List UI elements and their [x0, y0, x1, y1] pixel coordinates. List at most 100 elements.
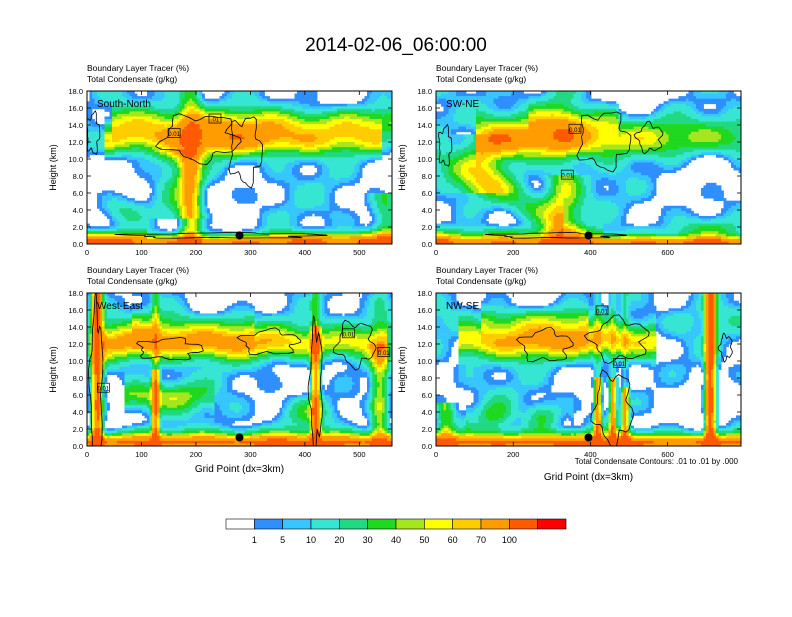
y-tick-label: 8.0	[73, 172, 83, 181]
x-tick-label: 200	[507, 248, 520, 257]
location-marker	[585, 232, 593, 240]
y-tick-label: 10.0	[417, 357, 432, 366]
y-tick-label: 14.0	[68, 323, 83, 332]
y-axis-label: Height (km)	[48, 144, 58, 191]
y-tick-label: 12.0	[417, 138, 432, 147]
y-axis-label: Height (km)	[397, 144, 407, 191]
y-axis-label: Height (km)	[48, 346, 58, 393]
x-axis-label: Grid Point (dx=3km)	[544, 472, 633, 483]
y-tick-label: 18.0	[68, 289, 83, 298]
figure-title: 2014-02-06_06:00:00	[305, 35, 487, 56]
panel-subtitle-tracer: Boundary Layer Tracer (%)	[87, 265, 189, 275]
x-tick-label: 400	[584, 248, 597, 257]
panel-name: SW-NE	[446, 99, 479, 110]
panel-subtitle-condensate: Total Condensate (g/kg)	[87, 276, 177, 286]
x-tick-label: 400	[299, 450, 312, 459]
y-tick-label: 12.0	[68, 138, 83, 147]
colorbar-label: 5	[280, 535, 285, 545]
colorbar-swatch	[424, 519, 452, 529]
contour-label-text: .01	[211, 118, 220, 124]
colorbar-swatch	[226, 519, 254, 529]
panel-name: South-North	[97, 99, 151, 110]
y-tick-label: 10.0	[417, 155, 432, 164]
y-tick-label: 12.0	[68, 340, 83, 349]
y-tick-label: 2.0	[73, 425, 83, 434]
x-tick-label: 300	[244, 248, 257, 257]
y-tick-label: 8.0	[422, 172, 432, 181]
x-tick-label: 0	[434, 450, 438, 459]
panel-subtitle-condensate: Total Condensate (g/kg)	[436, 276, 526, 286]
panel-subtitle-tracer: Boundary Layer Tracer (%)	[436, 265, 538, 275]
y-axis-label: Height (km)	[397, 346, 407, 393]
y-tick-label: 12.0	[417, 340, 432, 349]
y-tick-label: 4.0	[422, 408, 432, 417]
colorbar-swatch	[453, 519, 481, 529]
colorbar-label: 70	[476, 535, 486, 545]
y-tick-label: 2.0	[73, 223, 83, 232]
colorbar-swatch	[368, 519, 396, 529]
heatmap-field	[87, 91, 392, 244]
colorbar-label: 40	[391, 535, 401, 545]
x-tick-label: 0	[85, 450, 89, 459]
x-tick-label: 0	[85, 248, 89, 257]
panel-subtitle-tracer: Boundary Layer Tracer (%)	[436, 63, 538, 73]
x-tick-label: 200	[190, 450, 203, 459]
contour-label-text: 0.01	[378, 351, 390, 357]
colorbar-swatch	[254, 519, 282, 529]
panel-subtitle-condensate: Total Condensate (g/kg)	[87, 74, 177, 84]
y-tick-label: 18.0	[417, 87, 432, 96]
contour-label-text: 0.01	[596, 309, 608, 315]
x-tick-label: 0	[434, 248, 438, 257]
y-tick-label: 16.0	[417, 104, 432, 113]
y-tick-label: 16.0	[417, 306, 432, 315]
y-tick-label: 2.0	[422, 223, 432, 232]
y-tick-label: 10.0	[68, 357, 83, 366]
colorbar-label: 60	[448, 535, 458, 545]
heatmap-field	[436, 91, 741, 244]
colorbar-swatch	[339, 519, 367, 529]
colorbar-swatch	[396, 519, 424, 529]
footnote: Total Condensate Contours: .01 to .01 by…	[575, 457, 739, 466]
x-tick-label: 400	[299, 248, 312, 257]
x-tick-label: 200	[190, 248, 203, 257]
y-tick-label: 6.0	[73, 391, 83, 400]
contour-label-text: 0.01	[614, 362, 626, 368]
colorbar-swatch	[538, 519, 566, 529]
heatmap-field	[87, 293, 392, 446]
y-tick-label: 14.0	[417, 121, 432, 130]
panel-name: West-East	[97, 301, 143, 312]
colorbar-label: 30	[363, 535, 373, 545]
location-marker	[236, 232, 244, 240]
y-tick-label: 14.0	[68, 121, 83, 130]
contour-label-text: 0.01	[561, 174, 573, 180]
x-tick-label: 100	[135, 248, 148, 257]
y-tick-label: 14.0	[417, 323, 432, 332]
x-tick-label: 300	[244, 450, 257, 459]
panel-name: NW-SE	[446, 301, 479, 312]
y-tick-label: 2.0	[422, 425, 432, 434]
colorbar-label: 1	[252, 535, 257, 545]
y-tick-label: 4.0	[73, 206, 83, 215]
colorbar-swatch	[481, 519, 509, 529]
colorbar-swatch	[509, 519, 537, 529]
x-tick-label: 100	[135, 450, 148, 459]
x-tick-label: 600	[661, 248, 674, 257]
panels: 0.01 .01 South-North Boundary Layer Tracer …	[48, 63, 741, 483]
y-tick-label: 6.0	[73, 189, 83, 198]
x-tick-label: 200	[507, 450, 520, 459]
colorbar-label: 10	[306, 535, 316, 545]
y-tick-label: 8.0	[422, 374, 432, 383]
x-axis-label: Grid Point (dx=3km)	[195, 464, 284, 475]
colorbar-label: 100	[502, 535, 517, 545]
y-tick-label: 10.0	[68, 155, 83, 164]
contour-label-text: 0.01	[569, 128, 581, 134]
y-tick-label: 0.0	[73, 442, 83, 451]
panel-subtitle-tracer: Boundary Layer Tracer (%)	[87, 63, 189, 73]
